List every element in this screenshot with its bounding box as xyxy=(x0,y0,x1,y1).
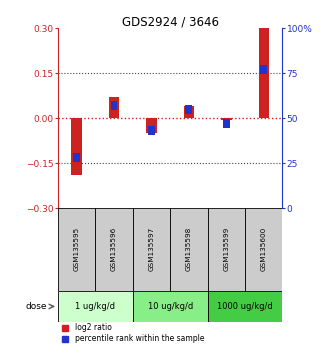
FancyBboxPatch shape xyxy=(133,291,208,322)
FancyBboxPatch shape xyxy=(133,208,170,291)
FancyBboxPatch shape xyxy=(58,291,133,322)
Bar xyxy=(260,65,267,74)
FancyBboxPatch shape xyxy=(95,208,133,291)
FancyBboxPatch shape xyxy=(208,291,282,322)
Title: GDS2924 / 3646: GDS2924 / 3646 xyxy=(122,15,219,28)
FancyBboxPatch shape xyxy=(170,208,208,291)
FancyBboxPatch shape xyxy=(58,208,95,291)
Bar xyxy=(146,118,157,133)
Bar xyxy=(223,119,230,128)
Bar xyxy=(258,28,269,118)
Bar xyxy=(186,105,192,114)
Legend: log2 ratio, percentile rank within the sample: log2 ratio, percentile rank within the s… xyxy=(62,323,204,343)
FancyBboxPatch shape xyxy=(208,208,245,291)
Text: GSM135598: GSM135598 xyxy=(186,227,192,272)
Text: 10 ug/kg/d: 10 ug/kg/d xyxy=(148,302,193,311)
Text: GSM135596: GSM135596 xyxy=(111,227,117,272)
Bar xyxy=(110,101,117,110)
Text: GSM135600: GSM135600 xyxy=(261,227,267,272)
Bar xyxy=(109,97,119,118)
Bar xyxy=(148,126,155,135)
Text: 1000 ug/kg/d: 1000 ug/kg/d xyxy=(217,302,273,311)
Bar xyxy=(73,153,80,162)
Text: 1 ug/kg/d: 1 ug/kg/d xyxy=(75,302,115,311)
FancyBboxPatch shape xyxy=(245,208,282,291)
Bar xyxy=(71,118,82,175)
Text: GSM135597: GSM135597 xyxy=(148,227,154,272)
Text: GSM135595: GSM135595 xyxy=(74,227,80,272)
Bar xyxy=(221,118,231,120)
Text: GSM135599: GSM135599 xyxy=(223,227,229,272)
Bar xyxy=(184,106,194,118)
Text: dose: dose xyxy=(26,302,47,311)
